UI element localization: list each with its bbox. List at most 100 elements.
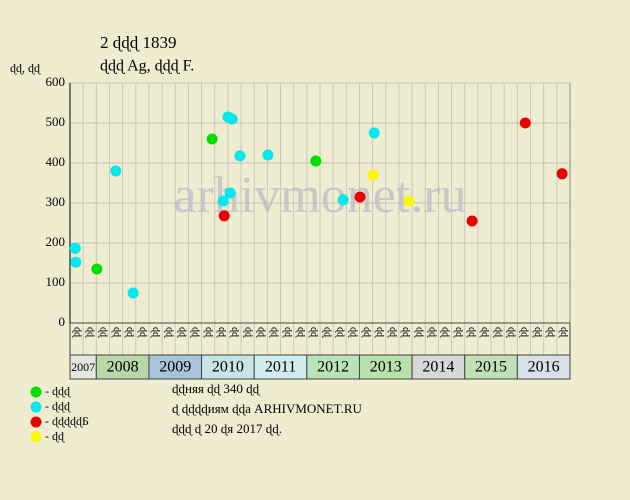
legend-label: - ɖɖ xyxy=(45,429,65,443)
data-point xyxy=(127,287,139,299)
data-point xyxy=(367,169,379,181)
y-tick-label: 200 xyxy=(46,234,66,249)
column-label: ɖɖ xyxy=(177,327,188,338)
column-label: ɖɖ xyxy=(334,327,345,338)
data-point xyxy=(556,168,568,180)
year-band xyxy=(358,354,413,380)
column-label: ɖɖ xyxy=(387,327,398,338)
year-label: 2009 xyxy=(159,359,191,376)
column-label: ɖɖ xyxy=(440,327,451,338)
column-label: ɖɖ xyxy=(400,327,411,338)
year-label: 2013 xyxy=(370,359,402,376)
column-label: ɖɖ xyxy=(255,327,266,338)
year-band xyxy=(253,354,308,380)
data-point xyxy=(234,150,246,162)
legend-swatch xyxy=(30,401,42,413)
y-tick-label: 500 xyxy=(46,114,66,129)
chart-title: 2 ɖɖɖ 1839 xyxy=(100,33,177,52)
column-label: ɖɖ xyxy=(492,327,503,338)
column-label: ɖɖ xyxy=(361,327,372,338)
chart-subtitle: ɖɖɖ Ag, ɖɖɖ F. xyxy=(100,58,194,75)
column-label: ɖɖ xyxy=(545,327,556,338)
data-point xyxy=(403,195,415,207)
column-label: ɖɖ xyxy=(242,327,253,338)
year-band xyxy=(411,354,466,380)
column-label: ɖɖ xyxy=(84,327,95,338)
year-label: 2012 xyxy=(317,359,349,376)
watermark: arhivmonet.ru xyxy=(173,167,466,224)
data-point xyxy=(368,127,380,139)
year-label: 2014 xyxy=(422,359,454,376)
data-point xyxy=(110,165,122,177)
column-label: ɖɖ xyxy=(348,327,359,338)
data-point xyxy=(206,133,218,145)
column-label: ɖɖ xyxy=(203,327,214,338)
data-point xyxy=(466,215,478,227)
column-label: ɖɖ xyxy=(137,327,148,338)
y-tick-label: 0 xyxy=(59,314,66,329)
data-point xyxy=(70,256,82,268)
column-label: ɖɖ xyxy=(532,327,543,338)
data-point xyxy=(310,155,322,167)
data-point xyxy=(262,149,274,161)
column-label: ɖɖ xyxy=(295,327,306,338)
legend-swatch xyxy=(30,386,42,398)
data-point xyxy=(217,195,229,207)
column-label: ɖɖ xyxy=(374,327,385,338)
year-band xyxy=(516,354,571,380)
column-label: ɖɖ xyxy=(190,327,201,338)
legend-label: - ɖɖɖ xyxy=(45,384,71,398)
note: ɖ ɖɖɖɖиям ɖɖа ARHIVMONET.RU xyxy=(172,401,363,416)
year-label: 2010 xyxy=(212,359,244,376)
column-label: ɖɖ xyxy=(558,327,569,338)
year-label: 2011 xyxy=(265,359,296,376)
column-label: ɖɖ xyxy=(427,327,438,338)
column-label: ɖɖ xyxy=(519,327,530,338)
column-label: ɖɖ xyxy=(453,327,464,338)
data-point xyxy=(337,194,349,206)
y-tick-label: 400 xyxy=(46,154,66,169)
year-label: 2008 xyxy=(107,359,139,376)
year-label: 2016 xyxy=(528,359,560,376)
year-band xyxy=(464,354,518,380)
legend-swatch xyxy=(30,416,42,428)
data-point xyxy=(91,263,103,275)
year-band xyxy=(201,354,255,380)
column-label: ɖɖ xyxy=(163,327,174,338)
year-label: 2007 xyxy=(71,360,95,374)
note: ɖɖɖ ɖ 20 ɖя 2017 ɖɖ. xyxy=(172,421,282,436)
year-band xyxy=(95,354,150,380)
legend-label: - ɖɖɖ xyxy=(45,399,71,413)
data-point xyxy=(218,210,230,222)
column-label: ɖɖ xyxy=(71,327,82,338)
y-tick-label: 100 xyxy=(46,274,66,289)
column-label: ɖɖ xyxy=(282,327,293,338)
column-label: ɖɖ xyxy=(479,327,490,338)
column-label: ɖɖ xyxy=(269,327,280,338)
data-point xyxy=(224,187,236,199)
column-label: ɖɖ xyxy=(413,327,424,338)
column-label: ɖɖ xyxy=(216,327,227,338)
data-point xyxy=(69,242,81,254)
column-label: ɖɖ xyxy=(308,327,319,338)
data-point xyxy=(519,117,531,129)
y-tick-label: 300 xyxy=(46,194,66,209)
column-label: ɖɖ xyxy=(466,327,477,338)
column-label: ɖɖ xyxy=(111,327,122,338)
y-tick-label: 600 xyxy=(46,74,66,89)
column-label: ɖɖ xyxy=(150,327,161,338)
note: ɖɖняя ɖɖ 340 ɖɖ xyxy=(172,381,261,396)
column-label: ɖɖ xyxy=(98,327,109,338)
column-label: ɖɖ xyxy=(124,327,135,338)
column-label: ɖɖ xyxy=(321,327,332,338)
column-label: ɖɖ xyxy=(229,327,240,338)
legend-swatch xyxy=(30,431,42,443)
legend-label: - ɖɖɖɖɖБ xyxy=(45,414,89,428)
data-point xyxy=(226,113,238,125)
column-label: ɖɖ xyxy=(505,327,516,338)
year-label: 2015 xyxy=(475,359,507,376)
data-point xyxy=(354,191,366,203)
y-axis-label: ɖɖ, ɖɖ xyxy=(10,61,41,75)
